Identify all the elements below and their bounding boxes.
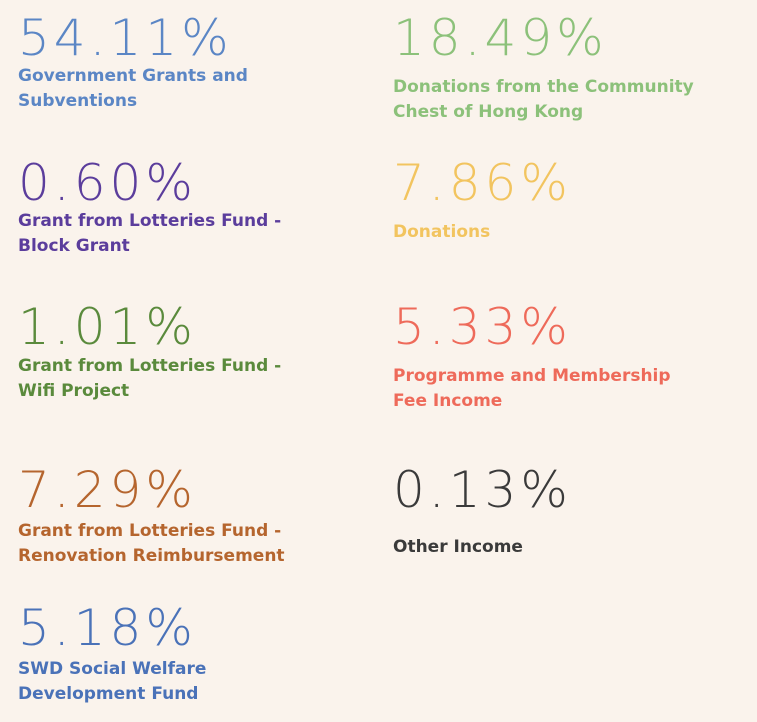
percentage: 54.11% [18, 9, 233, 67]
label-line: Programme and Membership [393, 366, 671, 386]
label-line: Subventions [18, 91, 138, 111]
label-line: Grant from Lotteries Fund - [18, 356, 282, 376]
income-label: Government Grants and Subventions [18, 64, 248, 114]
percentage: 7.86% [393, 154, 572, 212]
income-label: Grant from Lotteries Fund - Block Grant [18, 209, 281, 259]
label-line: Development Fund [18, 684, 199, 704]
label-line: Donations [393, 222, 491, 242]
income-label: Grant from Lotteries Fund - Renovation Re… [18, 519, 285, 569]
label-line: Grant from Lotteries Fund - [18, 211, 282, 231]
income-label: Donations from the Community Chest of Hon… [393, 75, 694, 125]
income-label: Programme and Membership Fee Income [393, 364, 671, 414]
label-line: Other Income [393, 537, 523, 557]
income-label: Other Income [393, 535, 523, 560]
label-line: Grant from Lotteries Fund - [18, 521, 282, 541]
label-line: Donations from the Community [393, 77, 694, 97]
percentage: 5.33% [393, 298, 572, 356]
percentage: 5.18% [18, 599, 197, 657]
label-line: SWD Social Welfare [18, 659, 207, 679]
label-line: Renovation Reimbursement [18, 546, 285, 566]
percentage: 1.01% [18, 298, 197, 356]
label-line: Chest of Hong Kong [393, 102, 584, 122]
label-line: Wifi Project [18, 381, 130, 401]
percentage: 7.29% [18, 461, 197, 519]
percentage: 18.49% [393, 9, 608, 67]
label-line: Fee Income [393, 391, 503, 411]
income-label: Donations [393, 220, 490, 245]
income-label: SWD Social Welfare Development Fund [18, 657, 206, 707]
income-label: Grant from Lotteries Fund - Wifi Project [18, 354, 281, 404]
percentage: 0.60% [18, 154, 197, 212]
percentage: 0.13% [393, 461, 572, 519]
label-line: Block Grant [18, 236, 130, 256]
label-line: Government Grants and [18, 66, 248, 86]
